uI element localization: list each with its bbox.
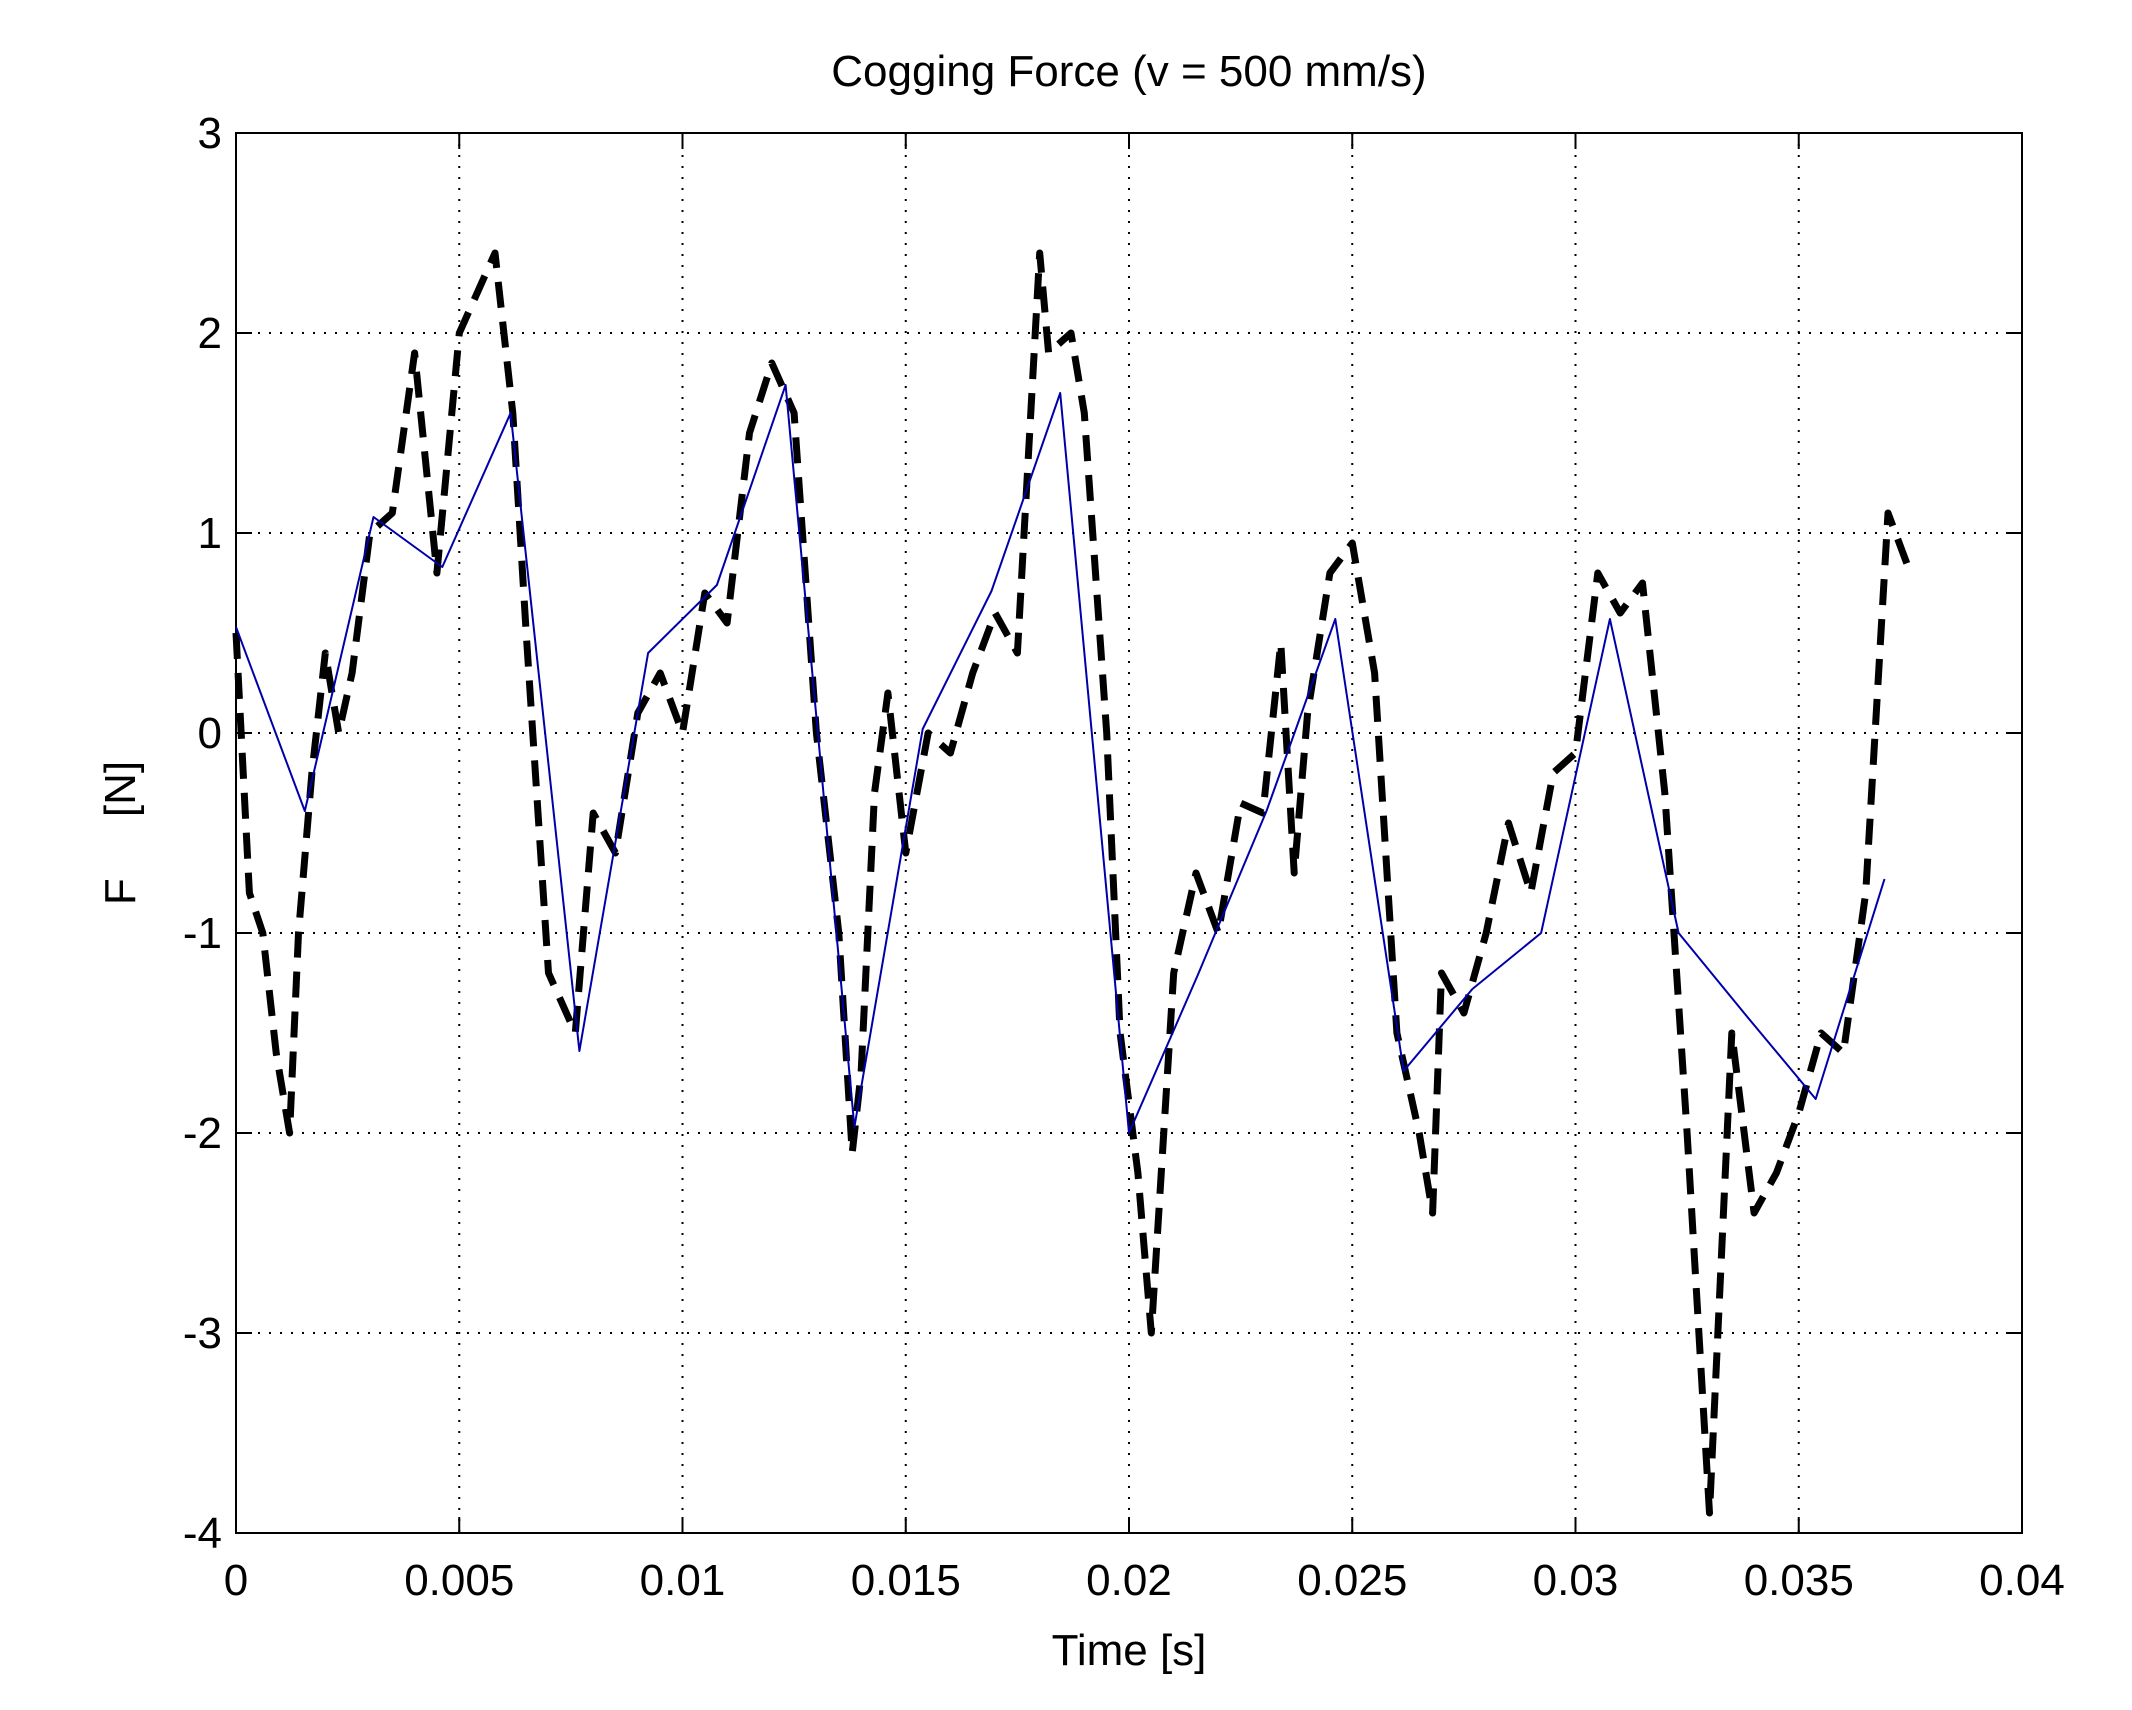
y-tick-label: -4 bbox=[183, 1509, 222, 1558]
y-tick-label: 2 bbox=[198, 309, 222, 358]
x-tick-label: 0.005 bbox=[404, 1556, 514, 1605]
solid-line bbox=[235, 384, 1886, 1134]
y-tick-label: -3 bbox=[183, 1309, 222, 1358]
x-tick-label: 0.01 bbox=[640, 1556, 726, 1605]
x-tick-label: 0.02 bbox=[1086, 1556, 1172, 1605]
y-axis-label: F [N] bbox=[96, 761, 145, 905]
y-tick-label: -1 bbox=[183, 909, 222, 958]
y-tick-label: 3 bbox=[198, 109, 222, 158]
x-tick-label: 0 bbox=[224, 1556, 248, 1605]
chart-title: Cogging Force (v = 500 mm/s) bbox=[831, 47, 1426, 96]
y-tick-label: 0 bbox=[198, 709, 222, 758]
x-tick-label: 0.015 bbox=[851, 1556, 961, 1605]
y-tick-label: 1 bbox=[198, 509, 222, 558]
plot-frame bbox=[235, 132, 2023, 1534]
x-tick-label: 0.03 bbox=[1533, 1556, 1619, 1605]
dashed-line bbox=[232, 249, 1914, 1517]
x-tick-label: 0.04 bbox=[1979, 1556, 2065, 1605]
x-tick-label: 0.035 bbox=[1744, 1556, 1854, 1605]
x-tick-label: 0.025 bbox=[1297, 1556, 1407, 1605]
y-tick-label: -2 bbox=[183, 1109, 222, 1158]
x-axis-label: Time [s] bbox=[1052, 1626, 1207, 1675]
